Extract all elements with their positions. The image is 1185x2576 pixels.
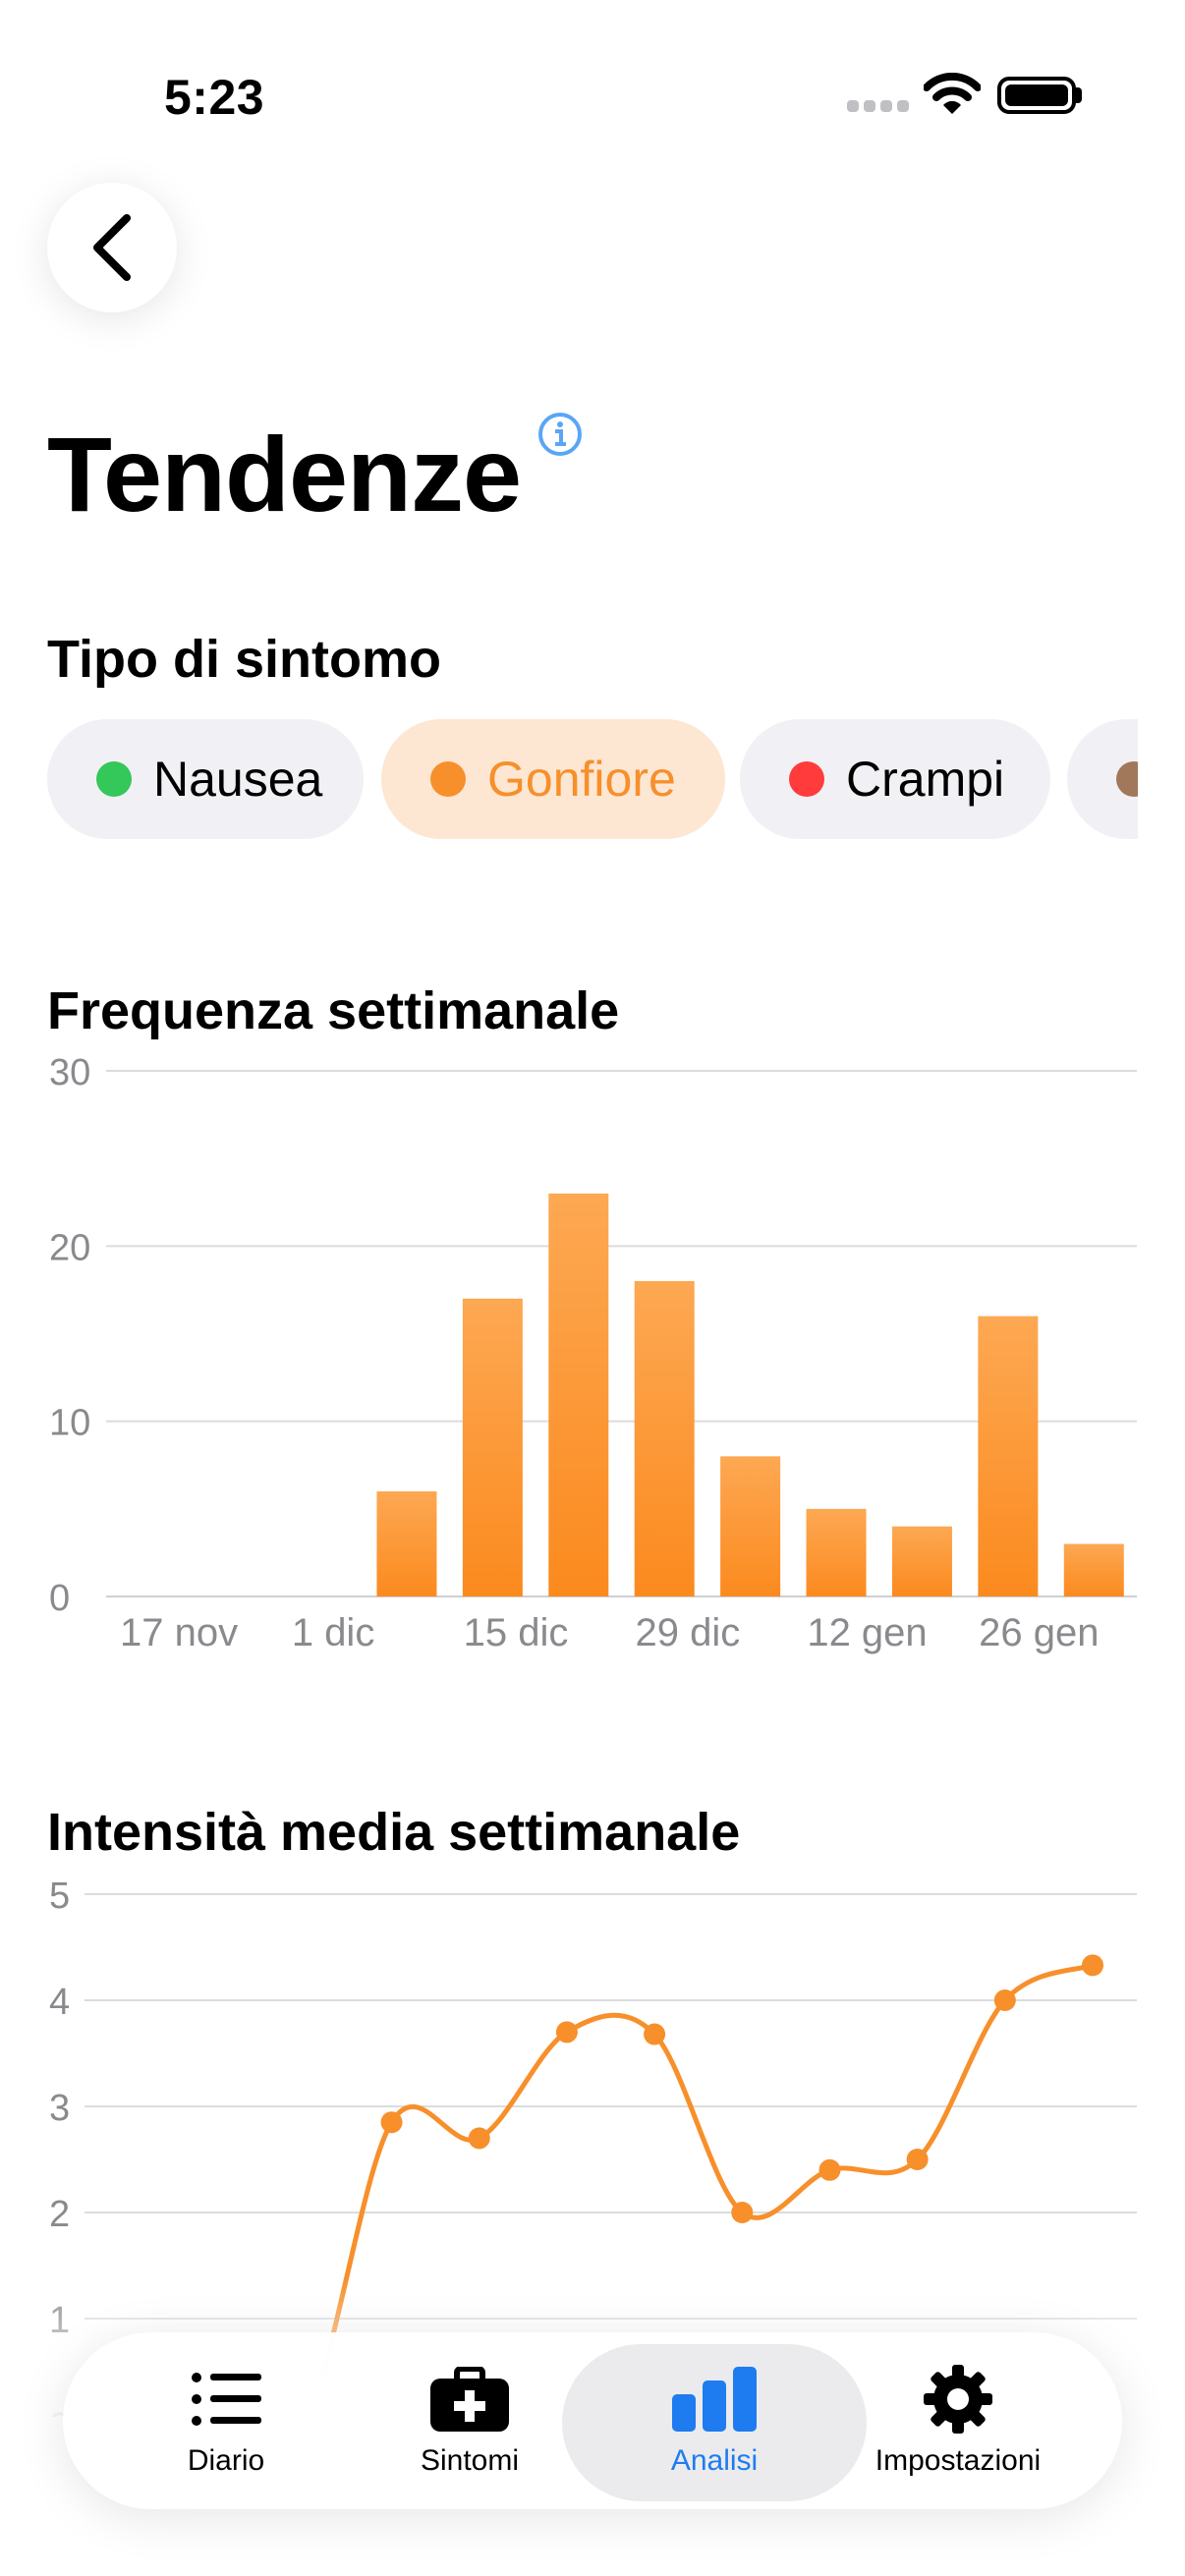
intensity-chart-title: Intensità media settimanale: [47, 1803, 741, 1862]
x-tick-label: 1 dic: [292, 1611, 375, 1654]
chip-label: Nausea: [153, 752, 323, 807]
tab-impostazioni[interactable]: Impostazioni: [865, 2358, 1051, 2495]
status-time: 5:23: [164, 70, 265, 125]
gonfiore-color-dot: [430, 761, 466, 797]
tab-label: Diario: [187, 2444, 265, 2477]
weekly-frequency-chart: 0 10 20 30 17 nov 1 dic 15 dic 29 dic 12 gen 26 g…: [49, 1052, 1137, 1654]
brown-color-dot: [1116, 761, 1138, 797]
y-tick-label: 0: [49, 1578, 70, 1619]
info-circle-icon[interactable]: [536, 411, 584, 458]
tab-diario[interactable]: Diario: [147, 2358, 305, 2495]
y-tick-label: 30: [49, 1052, 90, 1093]
intensity-point: [818, 2158, 841, 2181]
frequency-chart-title: Frequenza settimanale: [47, 981, 620, 1040]
y-tick-label: 3: [49, 2088, 70, 2129]
bar-15-dic: [462, 1298, 523, 1596]
intensity-point: [993, 1989, 1016, 2011]
intensity-point: [555, 2021, 578, 2044]
tab-sintomi[interactable]: Sintomi: [391, 2358, 548, 2495]
y-tick-label: 2: [49, 2194, 70, 2235]
wifi-icon: [924, 73, 981, 114]
list-icon: [192, 2373, 261, 2426]
y-tick-label: 4: [49, 1982, 70, 2023]
bar-26-gen: [978, 1316, 1039, 1596]
x-tick-label: 15 dic: [464, 1611, 569, 1654]
bar-22-dic: [548, 1193, 609, 1596]
x-tick-label: 26 gen: [979, 1611, 1099, 1654]
intensity-point: [644, 2023, 666, 2045]
bar-8-dic: [376, 1491, 437, 1596]
medical-kit-icon: [430, 2367, 509, 2432]
intensity-point: [468, 2127, 490, 2150]
x-tick-label: 12 gen: [807, 1611, 927, 1654]
x-tick-label: 29 dic: [636, 1611, 741, 1654]
nausea-color-dot: [96, 761, 132, 797]
x-tick-label: 17 nov: [120, 1611, 238, 1654]
battery-tip: [1076, 87, 1082, 103]
bar-2-feb: [1063, 1543, 1124, 1596]
intensity-point: [731, 2202, 754, 2223]
tab-analisi[interactable]: Analisi: [636, 2358, 793, 2495]
crampi-color-dot: [789, 761, 824, 797]
bar-19-gen: [891, 1526, 952, 1596]
gear-icon: [924, 2365, 992, 2434]
chip-crampi[interactable]: Crampi: [740, 719, 1050, 839]
symptom-type-label: Tipo di sintomo: [47, 630, 441, 689]
intensity-point: [1082, 1954, 1103, 1977]
chip-label: Gonfiore: [487, 752, 676, 807]
chip-more[interactable]: [1067, 719, 1138, 839]
tab-label: Impostazioni: [875, 2444, 1042, 2477]
chip-nausea[interactable]: Nausea: [47, 719, 364, 839]
chip-label: Crampi: [846, 752, 1005, 807]
chip-gonfiore[interactable]: Gonfiore: [381, 719, 725, 839]
intensity-point: [906, 2149, 929, 2170]
battery-icon: [997, 77, 1076, 114]
cellular-signal-icon: [847, 100, 909, 112]
y-tick-label: 10: [49, 1403, 90, 1444]
symptom-chip-row: Nausea Gonfiore Crampi: [47, 719, 1138, 839]
bar-12-gen: [806, 1508, 867, 1596]
tab-label: Analisi: [670, 2444, 759, 2477]
bar-chart-icon: [672, 2367, 757, 2432]
page-title: Tendenze: [47, 415, 522, 533]
bar-29-dic: [634, 1281, 695, 1596]
y-tick-label: 5: [49, 1876, 70, 1917]
y-tick-label: 20: [49, 1227, 90, 1268]
bar-5-gen: [720, 1456, 781, 1596]
intensity-point: [380, 2111, 403, 2134]
chevron-left-icon: [93, 214, 131, 281]
tab-label: Sintomi: [420, 2444, 520, 2477]
back-button[interactable]: [47, 183, 177, 312]
